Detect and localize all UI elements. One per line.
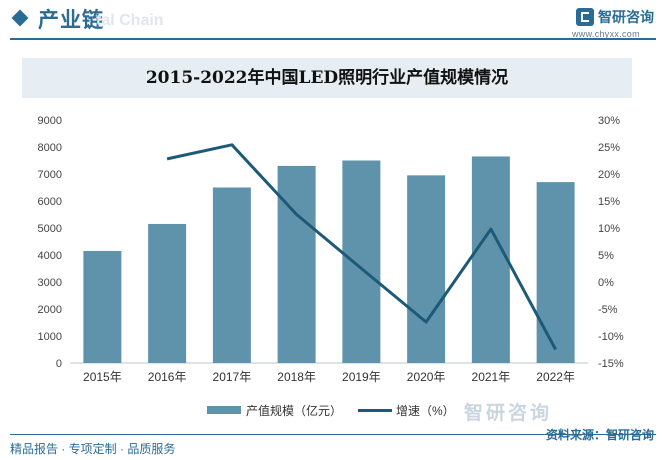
legend-bar-swatch	[207, 406, 241, 414]
bar	[212, 187, 251, 363]
bar	[148, 223, 187, 363]
y-left-tick-label: 5000	[38, 223, 62, 235]
brand-url: www.chyxx.com	[572, 29, 640, 39]
legend-line-label: 增速（%）	[396, 404, 455, 418]
x-tick-label: 2022年	[536, 370, 575, 384]
diamond-icon	[11, 9, 29, 27]
y-left-tick-label: 1000	[38, 331, 62, 343]
chart-legend: 产值规模（亿元） 增速（%）	[0, 402, 666, 418]
y-right-tick-label: 15%	[598, 196, 620, 208]
chart-title-band: 2015-2022年中国LED照明行业产值规模情况	[22, 58, 632, 98]
x-tick-label: 2017年	[213, 370, 252, 384]
brand-name: 智研咨询	[598, 9, 654, 25]
y-right-tick-label: 20%	[598, 169, 620, 181]
y-left-tick-label: 7000	[38, 169, 62, 181]
y-left-tick-label: 4000	[38, 250, 62, 262]
legend-bar-label: 产值规模（亿元）	[246, 404, 343, 418]
footer-tagline: 精品报告 · 专项定制 · 品质服务	[10, 442, 176, 456]
y-right-tick-label: 25%	[598, 142, 620, 154]
footer-divider	[10, 434, 656, 435]
y-left-tick-label: 0	[56, 358, 62, 370]
y-left-tick-label: 8000	[38, 142, 62, 154]
y-right-tick-label: 5%	[598, 250, 614, 262]
bar	[277, 165, 316, 363]
growth-rate-line	[166, 143, 557, 351]
watermark-logo: 智研咨询	[464, 403, 553, 424]
header-divider	[10, 38, 656, 40]
y-left-tick-label: 6000	[38, 196, 62, 208]
legend-line-swatch	[358, 409, 392, 412]
x-tick-label: 2019年	[342, 370, 381, 384]
section-title: 产业链	[38, 9, 104, 32]
brand-logo-icon	[576, 8, 594, 26]
bar	[407, 175, 446, 363]
x-tick-label: 2015年	[83, 370, 122, 384]
x-tick-label: 2016年	[148, 370, 187, 384]
y-right-tick-label: -10%	[598, 331, 624, 343]
ghost-text: tal Chain	[96, 12, 164, 29]
bar	[342, 160, 381, 363]
y-right-tick-label: 0%	[598, 277, 614, 289]
y-left-tick-label: 2000	[38, 304, 62, 316]
chart-title: 2015-2022年中国LED照明行业产值规模情况	[145, 68, 509, 88]
page-header: 产业链 tal Chain 智研咨询 www.chyxx.com	[0, 0, 666, 40]
y-right-tick-label: 10%	[598, 223, 620, 235]
bar	[536, 182, 575, 363]
x-tick-label: 2020年	[407, 370, 446, 384]
y-left-tick-label: 3000	[38, 277, 62, 289]
x-tick-label: 2018年	[277, 370, 316, 384]
y-right-tick-label: -5%	[598, 304, 618, 316]
bar	[83, 250, 122, 363]
y-right-tick-label: 30%	[598, 115, 620, 127]
chart-canvas: 0 1000 2000 3000 4000 5000 6000 7000 8000 9000 -15…	[38, 115, 624, 384]
y-left-tick-label: 9000	[38, 115, 62, 127]
y-right-tick-label: -15%	[598, 358, 624, 370]
x-tick-label: 2021年	[472, 370, 511, 384]
source-note: 资料来源：智研咨询	[545, 428, 654, 442]
bar	[471, 156, 510, 363]
